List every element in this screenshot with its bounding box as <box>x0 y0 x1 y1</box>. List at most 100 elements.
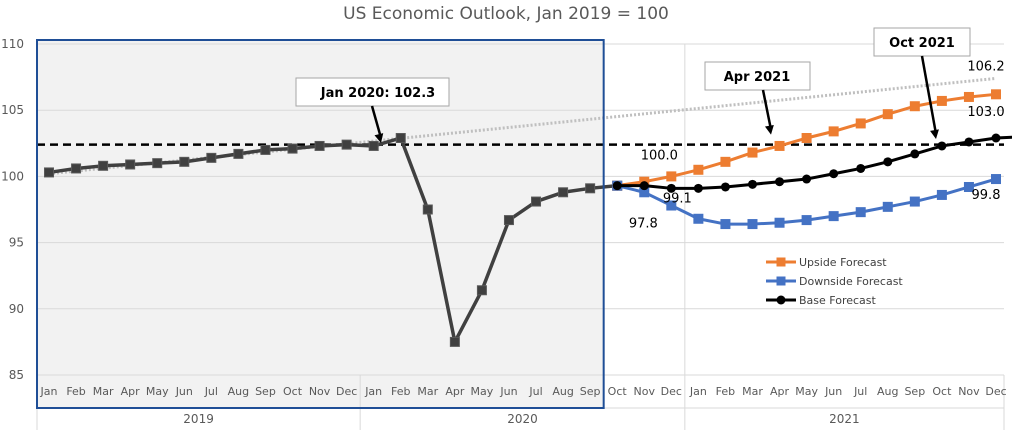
point-downside-forecast <box>936 189 947 200</box>
point-base-forecast <box>856 163 866 173</box>
x-tick-label: Apr <box>121 385 141 398</box>
point-actual <box>314 140 325 151</box>
point-actual <box>395 133 406 144</box>
annotation-box <box>873 27 971 57</box>
point-upside-forecast <box>909 101 920 112</box>
legend-label-upside-forecast: Upside Forecast <box>799 256 887 269</box>
x-tick-label: Nov <box>634 385 656 398</box>
annotation-text: Jan 2020: 102.3 <box>320 86 435 101</box>
y-tick-label: 85 <box>9 368 24 382</box>
point-base-forecast <box>666 183 676 193</box>
point-base-forecast <box>910 149 920 159</box>
point-upside-forecast <box>828 126 839 137</box>
data-label: 103.0 <box>967 105 1004 120</box>
x-tick-label: Jun <box>824 385 842 398</box>
point-actual <box>503 215 514 226</box>
point-base-forecast <box>802 174 812 184</box>
point-downside-forecast <box>747 219 758 230</box>
highlight-region-border <box>36 39 605 409</box>
x-tick-label: Jan <box>40 385 58 398</box>
x-year-label: 2019 <box>183 412 214 426</box>
data-label: 106.2 <box>967 59 1004 74</box>
point-base-forecast <box>775 177 785 187</box>
point-actual <box>341 139 352 150</box>
legend-marker-base-forecast <box>776 295 786 305</box>
point-actual <box>179 156 190 167</box>
x-tick-label: Nov <box>958 385 980 398</box>
series-line-actual <box>48 136 618 344</box>
point-upside-forecast <box>801 133 812 144</box>
x-tick-label: Dec <box>661 385 682 398</box>
x-tick-label: Oct <box>608 385 628 398</box>
y-tick-label: 100 <box>1 169 24 183</box>
legend-label-downside-forecast: Downside Forecast <box>799 275 903 288</box>
point-actual <box>287 143 298 154</box>
x-tick-label: Feb <box>391 385 410 398</box>
x-tick-label: Jul <box>528 385 542 398</box>
point-base-forecast <box>747 179 757 189</box>
x-tick-label: Aug <box>228 385 249 398</box>
x-tick-label: Apr <box>445 385 465 398</box>
annotation-arrow-head <box>764 124 774 135</box>
x-tick-label: Nov <box>309 385 331 398</box>
point-base-forecast <box>720 182 730 192</box>
point-actual <box>125 159 136 170</box>
point-upside-forecast <box>666 171 677 182</box>
point-upside-forecast <box>991 89 1001 100</box>
point-actual <box>449 336 460 347</box>
point-downside-forecast <box>991 174 1001 185</box>
x-tick-label: Jul <box>853 385 867 398</box>
x-tick-label: Feb <box>716 385 735 398</box>
trend-line <box>48 76 997 176</box>
x-tick-label: Apr <box>770 385 790 398</box>
point-upside-forecast <box>936 95 947 106</box>
point-downside-forecast <box>963 181 974 192</box>
point-upside-forecast <box>693 164 704 175</box>
point-downside-forecast <box>774 217 785 228</box>
point-actual <box>71 163 82 174</box>
x-tick-label: Dec <box>985 385 1006 398</box>
point-upside-forecast <box>720 156 731 167</box>
legend-label-base-forecast: Base Forecast <box>799 294 877 307</box>
annotation-text: Apr 2021 <box>724 70 791 85</box>
point-actual <box>206 152 217 163</box>
point-downside-forecast <box>882 201 893 212</box>
point-upside-forecast <box>855 118 866 129</box>
point-base-forecast <box>964 137 974 147</box>
annotation-box <box>704 61 811 91</box>
y-tick-label: 95 <box>9 236 24 250</box>
annotation-arrow-head <box>930 129 939 139</box>
point-upside-forecast <box>963 91 974 102</box>
point-actual <box>260 144 271 155</box>
point-base-forecast <box>991 133 1001 143</box>
data-labels-layer: 100.0 99.1 97.8 106.2 103.0 99.8 <box>629 59 1005 231</box>
x-tick-label: May <box>795 385 818 398</box>
point-actual <box>233 148 244 159</box>
x-tick-label: Mar <box>93 385 114 398</box>
annotations-layer: Jan 2020: 102.3 Apr 2021 Oct 2021 <box>295 27 971 143</box>
point-actual <box>422 204 433 215</box>
y-axis-ticks: 85 90 95 100 105 110 <box>1 37 24 382</box>
point-downside-forecast <box>720 219 731 230</box>
point-actual <box>152 158 163 169</box>
data-label: 100.0 <box>641 148 678 163</box>
data-label: 99.8 <box>972 188 1001 203</box>
highlight-region-layer <box>36 39 605 409</box>
x-tick-label: Mar <box>417 385 438 398</box>
point-upside-forecast <box>747 147 758 158</box>
x-tick-label: Feb <box>66 385 85 398</box>
annotation-arrow-line <box>370 105 383 139</box>
point-base-forecast <box>883 157 893 167</box>
point-upside-forecast <box>882 109 893 120</box>
x-year-label: 2021 <box>829 412 860 426</box>
point-downside-forecast <box>693 213 704 224</box>
point-actual <box>368 140 379 151</box>
x-tick-label: Jun <box>499 385 517 398</box>
x-tick-label: May <box>471 385 494 398</box>
x-tick-label: Oct <box>932 385 952 398</box>
point-actual <box>98 160 109 171</box>
x-tick-label: Mar <box>742 385 763 398</box>
data-label: 97.8 <box>629 217 658 232</box>
x-year-label: 2020 <box>507 412 538 426</box>
series-line-base-forecast <box>617 135 1012 190</box>
